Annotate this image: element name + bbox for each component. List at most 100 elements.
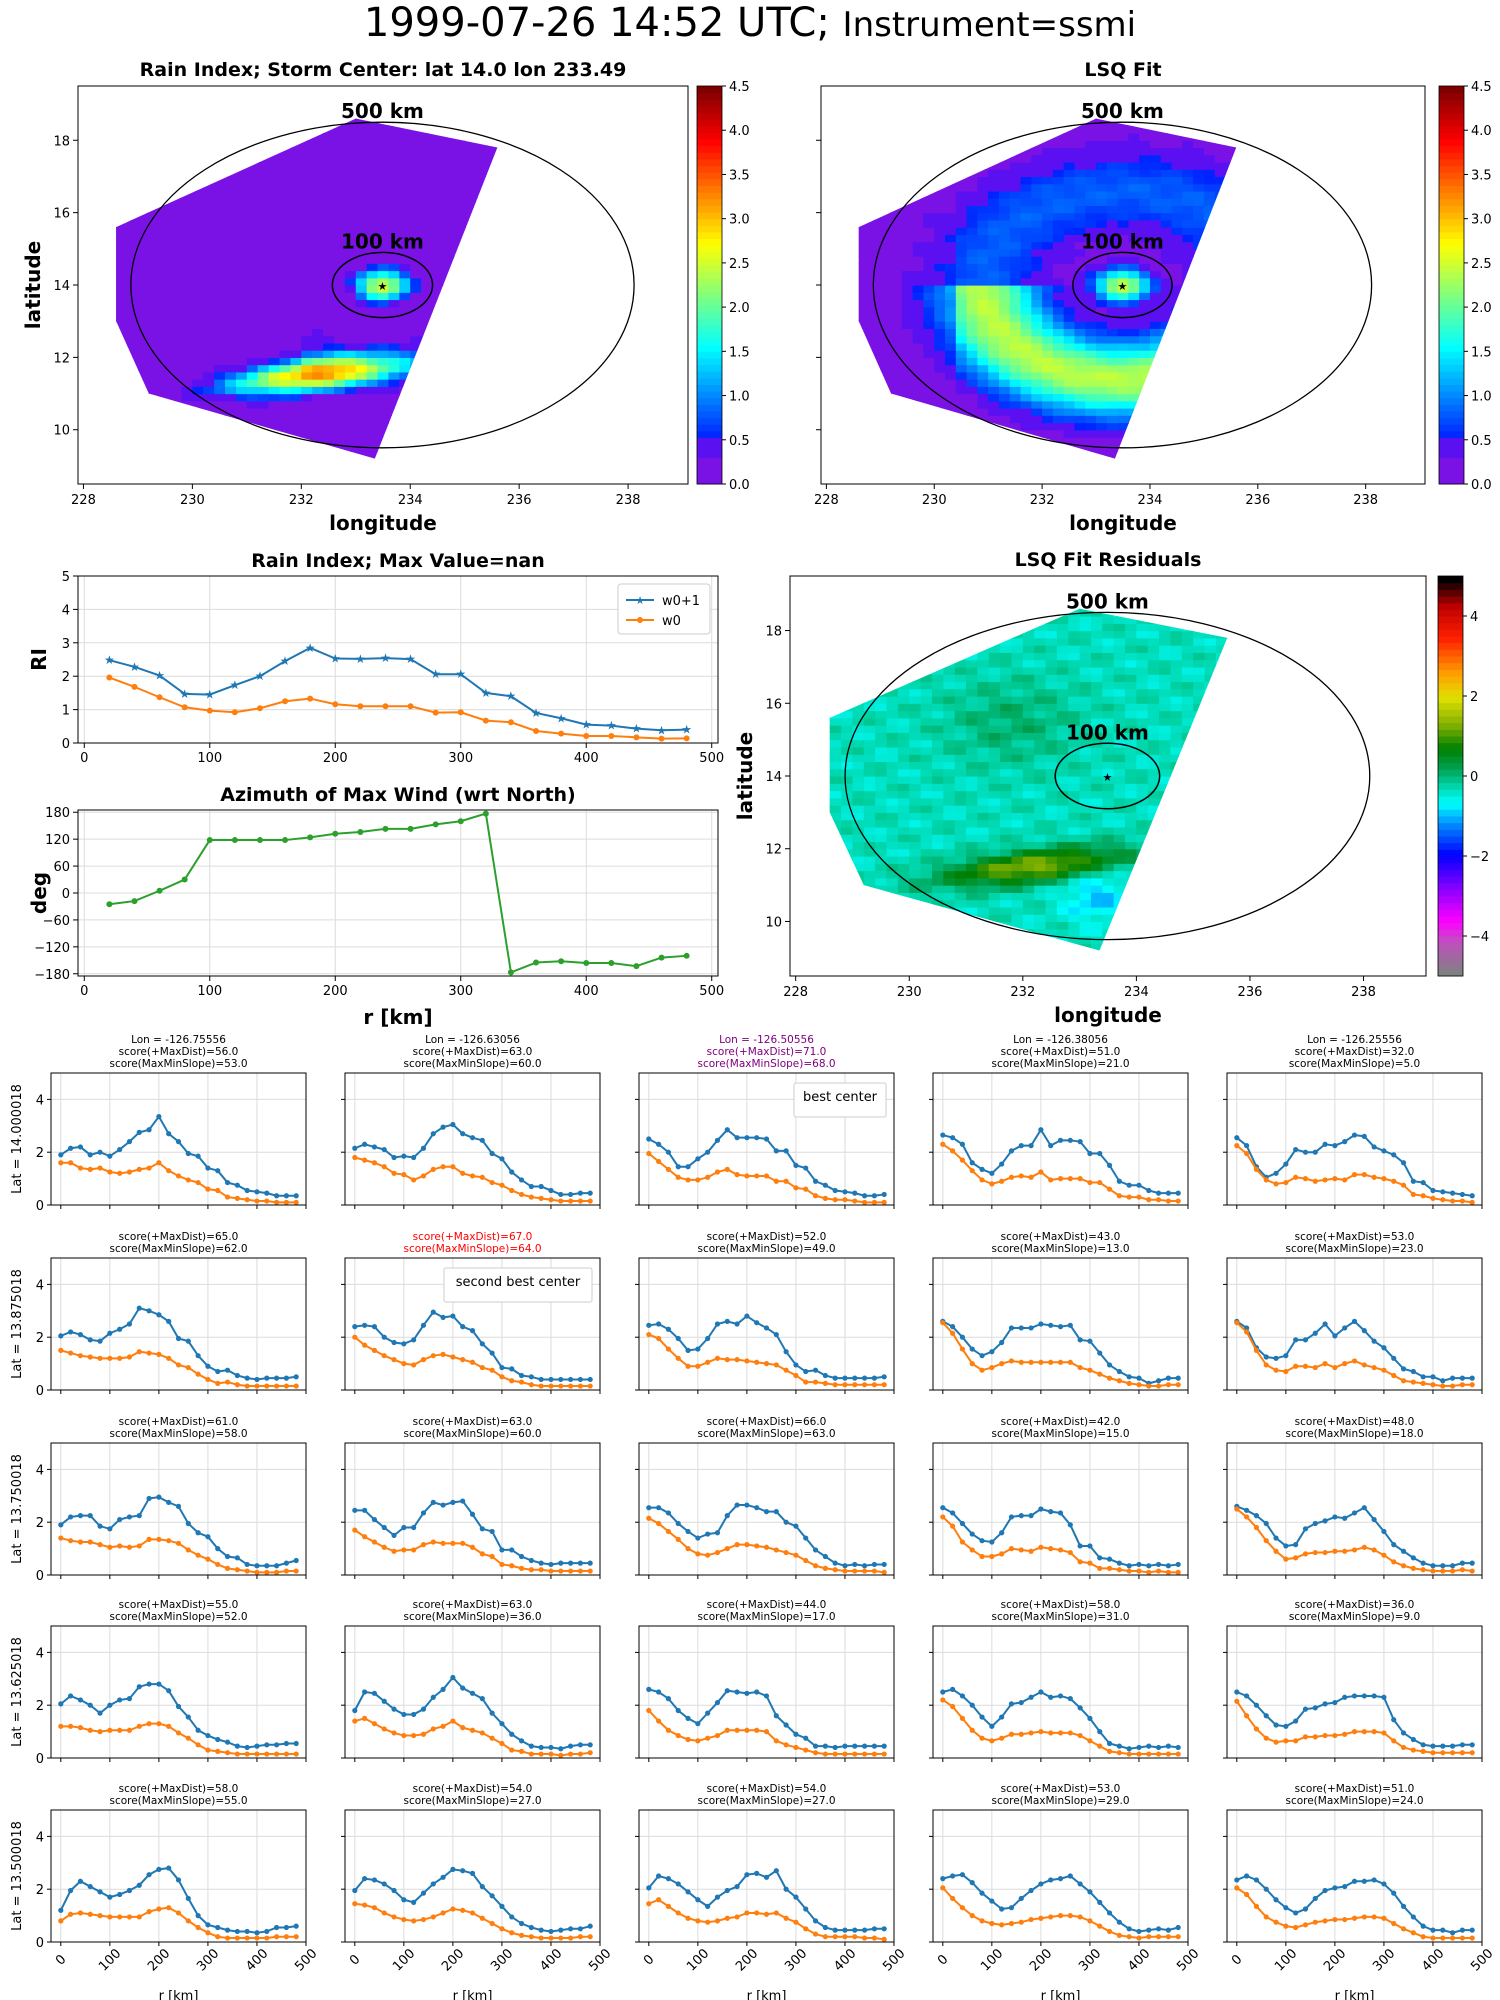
field-cell (333, 436, 346, 445)
field-cell (214, 335, 226, 344)
field-cell (1149, 379, 1162, 387)
field-cell (897, 681, 910, 690)
field-cell (290, 161, 302, 170)
colorbar-segment (1439, 119, 1464, 127)
field-cell (1052, 133, 1065, 141)
field-cell (875, 885, 888, 893)
colorbar-segment (1439, 105, 1464, 114)
field-cell (1193, 147, 1205, 156)
field-cell (355, 205, 368, 214)
field-cell (852, 739, 865, 748)
field-cell (279, 458, 292, 459)
field-cell (966, 877, 978, 886)
field-cell (257, 227, 270, 235)
field-cell (432, 212, 444, 221)
field-cell (943, 819, 956, 828)
field-cell (863, 776, 876, 784)
field-cell (1074, 458, 1086, 459)
field-cell (333, 212, 346, 221)
field-cell (923, 451, 935, 459)
field-cell (159, 140, 172, 149)
field-cell (1106, 321, 1119, 330)
field-cell (1009, 147, 1022, 156)
field-cell (1139, 147, 1151, 156)
field-cell (1215, 104, 1226, 112)
field-cell (945, 321, 957, 330)
field-cell (1171, 161, 1183, 170)
field-cell (410, 313, 422, 322)
field-cell (1096, 299, 1108, 308)
field-cell (931, 848, 944, 857)
field-cell (920, 659, 933, 668)
field-cell (897, 856, 910, 864)
field-cell (988, 451, 1000, 459)
field-cell (977, 444, 989, 453)
field-cell (1149, 357, 1162, 366)
field-cell (235, 429, 248, 438)
field-cell (366, 400, 379, 409)
field-cell (863, 768, 876, 777)
field-cell (880, 205, 892, 214)
field-cell (432, 183, 444, 192)
field-cell (1214, 313, 1227, 322)
field-cell (127, 118, 139, 127)
field-cell (988, 350, 1000, 358)
field-cell (323, 190, 335, 199)
field-cell (1074, 205, 1086, 214)
field-cell (127, 169, 139, 178)
field-cell (290, 408, 302, 416)
field-cell (1106, 270, 1119, 279)
field-cell (453, 169, 466, 178)
field-cell (268, 277, 281, 286)
field-cell (116, 379, 117, 387)
field-cell (257, 306, 270, 315)
field-cell (1000, 899, 1013, 908)
field-cell (410, 190, 422, 199)
field-cell (912, 364, 925, 373)
field-cell (863, 885, 876, 893)
field-cell (486, 386, 498, 395)
field-cell (497, 148, 508, 156)
field-cell (464, 400, 477, 409)
field-cell (998, 386, 1011, 395)
field-cell (1031, 321, 1043, 330)
field-cell (279, 306, 292, 315)
field-cell (909, 921, 922, 930)
field-cell (127, 198, 139, 206)
field-cell (841, 616, 854, 624)
field-cell (988, 256, 1000, 264)
field-cell (279, 371, 292, 380)
field-cell (858, 408, 860, 416)
field-cell (148, 292, 161, 301)
field-cell (137, 386, 150, 395)
field-cell (1106, 357, 1119, 366)
field-cell (344, 379, 357, 387)
field-cell (1149, 205, 1162, 214)
field-cell (290, 350, 302, 358)
field-cell (214, 118, 226, 127)
colorbar-segment (697, 198, 722, 206)
field-cell (192, 125, 204, 134)
field-cell (148, 342, 161, 351)
field-cell (901, 393, 914, 402)
field-cell (1052, 198, 1065, 206)
field-cell (203, 408, 215, 416)
field-cell (886, 914, 899, 923)
field-cell (1106, 342, 1119, 351)
field-cell (943, 790, 956, 799)
field-cell (954, 848, 967, 857)
colorbar-segment (1439, 265, 1464, 273)
field-cell (966, 147, 978, 156)
field-cell (901, 299, 914, 308)
field-cell (137, 256, 150, 264)
field-cell (1139, 444, 1151, 453)
field-cell (344, 147, 357, 156)
field-cell (943, 674, 956, 683)
field-cell (464, 169, 477, 178)
field-cell (901, 451, 914, 459)
field-cell (344, 458, 357, 459)
field-cell (852, 783, 865, 792)
field-cell (203, 190, 215, 199)
field-cell (858, 118, 871, 120)
field-cell (235, 219, 248, 228)
